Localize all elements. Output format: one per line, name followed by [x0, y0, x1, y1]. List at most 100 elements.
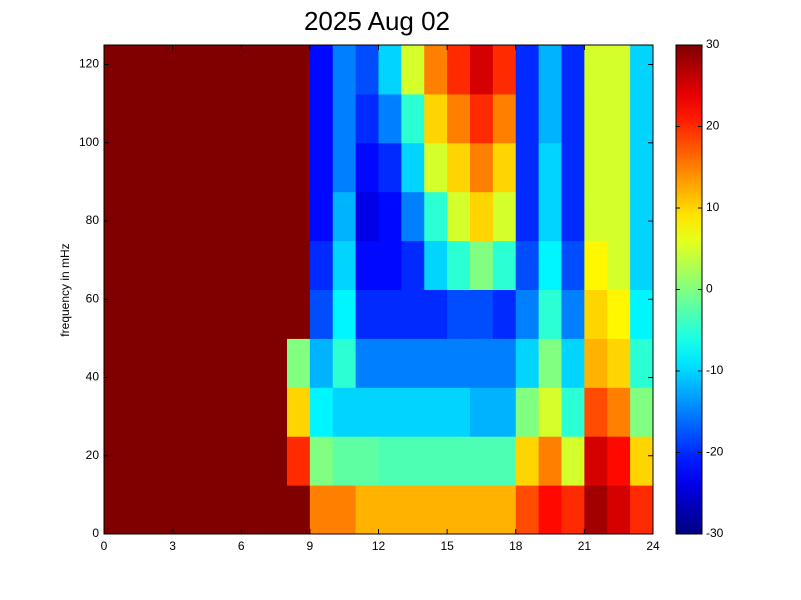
- colorbar-tick-label: 10: [706, 200, 720, 214]
- heatmap-cell: [607, 338, 631, 388]
- heatmap-cell: [424, 338, 448, 388]
- heatmap-cell: [287, 289, 311, 339]
- heatmap-cell: [104, 289, 128, 339]
- heatmap-cell: [104, 338, 128, 388]
- heatmap-cell: [378, 436, 402, 486]
- heatmap-cell: [470, 45, 494, 95]
- heatmap-cell: [126, 142, 151, 193]
- heatmap-cell: [607, 289, 631, 339]
- heatmap-cell: [470, 93, 494, 144]
- heatmap-cell: [172, 45, 196, 95]
- heatmap-cell: [104, 387, 128, 437]
- heatmap-cell: [378, 240, 402, 290]
- heatmap-cell: [584, 387, 608, 437]
- colorbar: [675, 44, 703, 535]
- heatmap-cell: [470, 387, 494, 437]
- heatmap-cell: [538, 45, 562, 95]
- heatmap-cell: [561, 289, 585, 339]
- heatmap-cell: [264, 240, 288, 290]
- heatmap-cell: [607, 142, 631, 193]
- heatmap-cell: [355, 240, 379, 290]
- x-tick-label: 24: [646, 539, 660, 553]
- heatmap-cell: [561, 191, 585, 242]
- heatmap-cell: [515, 436, 540, 486]
- heatmap-cell: [447, 485, 471, 535]
- heatmap-cell: [538, 142, 562, 193]
- heatmap-cell: [515, 387, 540, 437]
- heatmap-cell: [241, 289, 265, 339]
- heatmap-cell: [309, 289, 334, 339]
- heatmap-cell: [126, 289, 151, 339]
- y-tick-label: 60: [86, 291, 100, 305]
- heatmap-cell: [538, 240, 562, 290]
- heatmap-cell: [104, 142, 128, 193]
- heatmap-cell: [287, 93, 311, 144]
- heatmap-cell: [332, 142, 357, 193]
- heatmap-cell: [470, 338, 494, 388]
- heatmap-cell: [492, 436, 517, 486]
- heatmap-cell: [195, 45, 219, 95]
- heatmap-cell: [195, 289, 219, 339]
- heatmap-cell: [287, 338, 311, 388]
- heatmap-cell: [126, 485, 151, 535]
- x-tick-label: 3: [169, 539, 176, 553]
- heatmap-cell: [104, 485, 128, 535]
- heatmap-cell: [515, 93, 540, 144]
- y-tick-label: 120: [79, 57, 99, 71]
- heatmap-cell: [470, 485, 494, 535]
- heatmap-cell: [126, 240, 151, 290]
- x-tick-label: 18: [509, 539, 523, 553]
- heatmap-cell: [561, 45, 585, 95]
- heatmap-cell: [264, 436, 288, 486]
- heatmap-cell: [218, 387, 242, 437]
- heatmap-cell: [172, 387, 196, 437]
- heatmap-cell: [149, 485, 174, 535]
- heatmap-cell: [584, 436, 608, 486]
- heatmap-cell: [309, 436, 334, 486]
- heatmap-cell: [264, 191, 288, 242]
- heatmap-cell: [447, 436, 471, 486]
- heatmap-cell: [424, 436, 448, 486]
- heatmap-cell: [104, 436, 128, 486]
- heatmap-cell: [401, 45, 425, 95]
- heatmap-cell: [630, 45, 654, 95]
- heatmap-cell: [378, 289, 402, 339]
- heatmap-cell: [378, 191, 402, 242]
- heatmap-cell: [218, 289, 242, 339]
- colorbar-tick-label: 20: [706, 119, 720, 133]
- heatmap-cell: [149, 93, 174, 144]
- heatmap-cell: [378, 485, 402, 535]
- heatmap-cell: [492, 142, 517, 193]
- heatmap-cell: [264, 45, 288, 95]
- heatmap-cell: [241, 45, 265, 95]
- heatmap-cell: [447, 93, 471, 144]
- heatmap-cell: [424, 485, 448, 535]
- heatmap-cell: [630, 93, 654, 144]
- heatmap-cell: [492, 485, 517, 535]
- heatmap-cell: [538, 485, 562, 535]
- heatmap-cell: [218, 191, 242, 242]
- heatmap-cell: [241, 485, 265, 535]
- chart-title: 2025 Aug 02: [304, 6, 450, 36]
- heatmap-cell: [264, 387, 288, 437]
- y-tick-label: 20: [86, 448, 100, 462]
- heatmap-cell: [515, 289, 540, 339]
- heatmap-cell: [447, 45, 471, 95]
- heatmap-cell: [538, 338, 562, 388]
- heatmap-cell: [195, 93, 219, 144]
- heatmap-cell: [584, 338, 608, 388]
- heatmap-cell: [561, 240, 585, 290]
- heatmap-cell: [287, 387, 311, 437]
- heatmap-cell: [149, 436, 174, 486]
- heatmap-cell: [126, 436, 151, 486]
- heatmap-cell: [332, 485, 357, 535]
- heatmap-cell: [172, 338, 196, 388]
- heatmap-cell: [309, 485, 334, 535]
- heatmap-cell: [287, 45, 311, 95]
- heatmap: [104, 45, 654, 535]
- heatmap-cell: [424, 240, 448, 290]
- heatmap-cell: [492, 240, 517, 290]
- heatmap-cell: [630, 191, 654, 242]
- heatmap-cell: [218, 240, 242, 290]
- heatmap-cell: [241, 142, 265, 193]
